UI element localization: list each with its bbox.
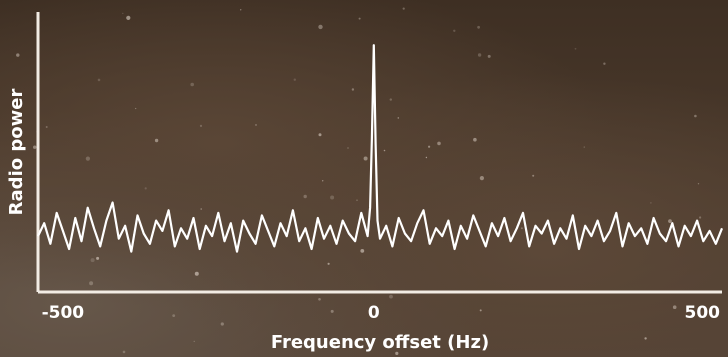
background-speckle bbox=[389, 294, 393, 299]
background-speckle bbox=[428, 145, 431, 148]
background-speckle bbox=[603, 62, 606, 65]
background-speckle bbox=[330, 195, 335, 200]
background-speckle bbox=[318, 298, 321, 301]
background-speckle bbox=[240, 9, 242, 11]
background-speckle bbox=[351, 88, 355, 91]
x-tick-label: 500 bbox=[685, 303, 721, 323]
background-speckle bbox=[477, 53, 482, 57]
background-speckle bbox=[425, 156, 428, 159]
background-speckle bbox=[363, 156, 368, 161]
background-speckle bbox=[45, 126, 48, 128]
background-speckle bbox=[395, 351, 399, 355]
background-speckle bbox=[194, 271, 199, 276]
background-speckle bbox=[473, 137, 477, 142]
background-speckle bbox=[172, 314, 176, 317]
background-speckle bbox=[358, 17, 361, 20]
background-speckle bbox=[255, 124, 257, 126]
x-axis-label: Frequency offset (Hz) bbox=[271, 332, 489, 353]
background-speckle bbox=[532, 174, 535, 177]
background-speckle bbox=[397, 117, 400, 119]
y-axis-label: Radio power bbox=[6, 89, 27, 216]
background-speckle bbox=[389, 98, 392, 101]
background-speckle bbox=[303, 194, 307, 199]
background-speckle bbox=[96, 256, 100, 260]
background-speckle bbox=[583, 146, 585, 148]
background-speckle bbox=[347, 147, 349, 149]
background-speckle bbox=[697, 183, 700, 185]
series-line bbox=[37, 44, 724, 253]
background-speckle bbox=[126, 15, 131, 20]
background-speckle bbox=[293, 78, 296, 81]
background-speckle bbox=[190, 82, 194, 87]
background-speckle bbox=[144, 187, 147, 190]
background-speckle bbox=[520, 227, 523, 230]
background-speckle bbox=[220, 322, 224, 326]
background-speckle bbox=[644, 337, 647, 340]
background-speckle bbox=[699, 216, 702, 219]
background-speckle bbox=[33, 145, 37, 149]
background-speckle bbox=[193, 340, 195, 342]
background-speckle bbox=[199, 124, 203, 127]
background-speckle bbox=[437, 141, 441, 146]
background-speckle bbox=[322, 180, 324, 182]
x-tick-label: 0 bbox=[368, 303, 380, 323]
background-speckle bbox=[487, 54, 491, 58]
background-speckle bbox=[574, 47, 577, 50]
background-speckle bbox=[331, 343, 336, 348]
background-speckles bbox=[16, 7, 702, 355]
background-speckle bbox=[85, 156, 90, 161]
background-speckle bbox=[453, 29, 456, 32]
background-speckle bbox=[650, 202, 652, 204]
background-speckle bbox=[97, 78, 101, 82]
background-speckle bbox=[360, 249, 365, 253]
background-speckle bbox=[402, 7, 405, 10]
background-speckle bbox=[327, 262, 330, 265]
background-speckle bbox=[55, 313, 57, 316]
background-speckle bbox=[318, 133, 322, 137]
background-speckle bbox=[479, 309, 482, 312]
background-speckle bbox=[330, 309, 334, 313]
background-speckle bbox=[90, 258, 95, 263]
background-speckle bbox=[694, 114, 697, 118]
background-speckle bbox=[668, 219, 672, 224]
background-speckle bbox=[356, 199, 358, 201]
background-speckle bbox=[135, 107, 137, 110]
background-speckle bbox=[318, 24, 323, 30]
background-speckle bbox=[16, 53, 20, 57]
background-speckle bbox=[200, 208, 202, 210]
x-tick-labels: -500 0 500 bbox=[42, 303, 721, 323]
background-speckle bbox=[479, 176, 484, 181]
x-tick-label: -500 bbox=[42, 303, 85, 323]
background-speckle bbox=[383, 149, 386, 152]
background-speckle bbox=[154, 138, 159, 143]
background-speckle bbox=[477, 25, 480, 29]
background-speckle bbox=[672, 305, 677, 310]
background-speckle bbox=[122, 12, 124, 15]
background-speckle bbox=[89, 281, 94, 286]
background-speckle bbox=[122, 350, 126, 354]
